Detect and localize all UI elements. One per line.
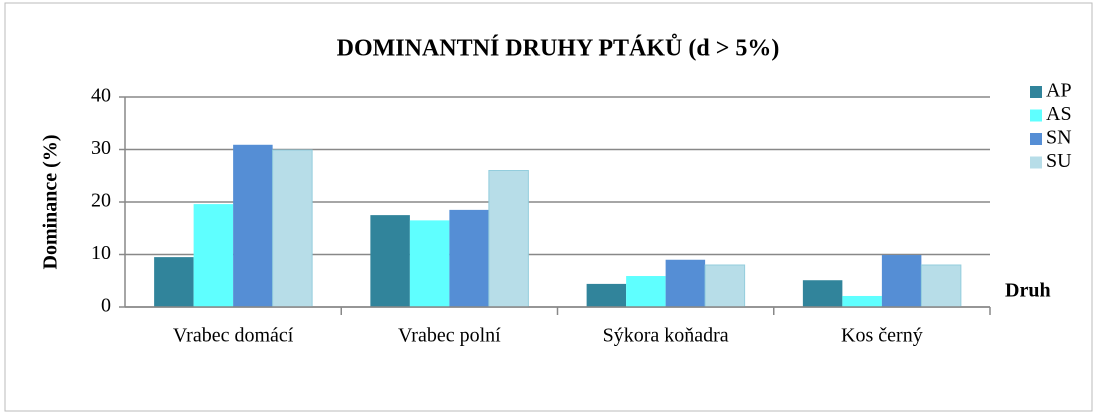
bar [586,283,627,307]
bar [409,220,450,307]
y-tick-label: 10 [91,242,111,264]
bar [233,144,273,307]
x-tick-label: Sýkora koňadra [603,325,729,347]
bar [665,259,706,307]
legend-label: AP [1046,80,1072,102]
bar [881,255,922,307]
chart-border [4,2,1093,412]
bar [842,295,882,307]
bar [449,209,489,307]
y-axis-label: Dominance (%) [40,135,62,270]
legend-label: AS [1046,103,1072,125]
legend-swatch [1030,86,1042,98]
x-tick-label: Kos černý [841,325,923,347]
bar [920,264,962,308]
x-tick-label: Vrabec polní [398,325,501,347]
bar [154,257,194,307]
y-tick-label: 40 [91,85,111,107]
legend-swatch [1030,133,1042,145]
bar [626,276,666,307]
legend-swatch [1030,109,1042,122]
legend-swatch [1030,156,1042,169]
y-tick-label: 0 [101,295,111,317]
y-tick-label: 20 [91,190,111,212]
bar [193,204,234,307]
x-axis-label: Druh [1005,280,1051,302]
y-tick-label: 30 [91,137,111,159]
x-tick-label: Vrabec domácí [173,325,294,347]
bar [488,170,529,308]
bar [370,215,410,307]
legend-label: SU [1046,150,1072,172]
chart-title: DOMINANTNÍ DRUHY PTÁKŮ (d > 5%) [337,34,780,62]
bar [272,149,313,308]
bar [802,280,843,307]
legend-label: SN [1046,127,1072,149]
bar [704,264,746,308]
